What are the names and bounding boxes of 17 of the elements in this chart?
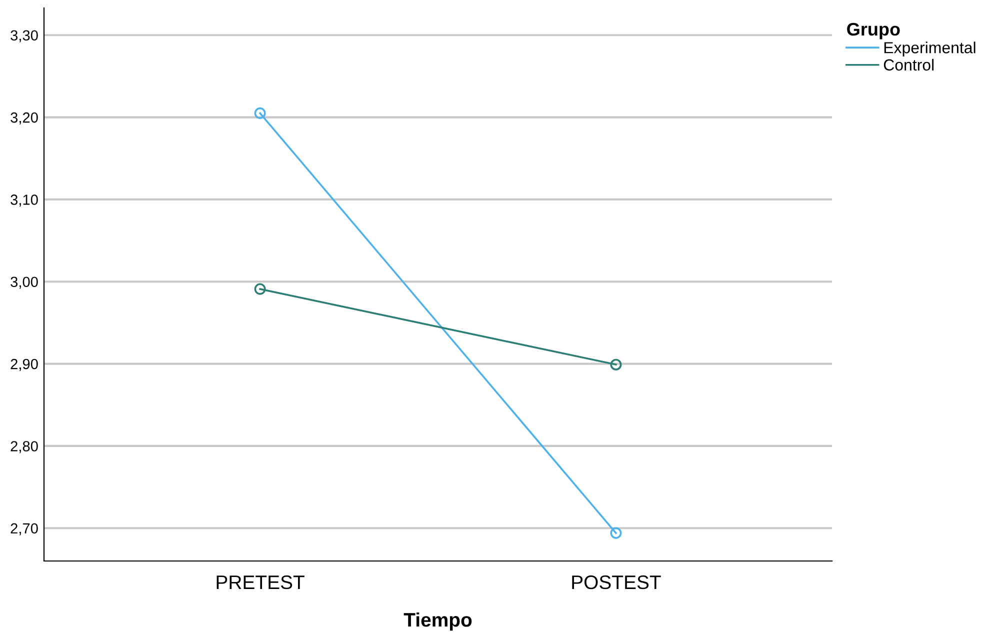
y-tick-label: 3,10 — [10, 194, 38, 207]
y-tick-label: 2,70 — [10, 523, 38, 536]
point — [254, 107, 266, 119]
y-tick-label: 3,00 — [10, 276, 38, 289]
point — [254, 283, 266, 295]
y-tick-label: 3,20 — [10, 112, 38, 124]
legend-label: Control — [884, 58, 934, 71]
y-tick-label: 2,90 — [10, 358, 38, 371]
point — [610, 527, 622, 539]
y-tick-label: 2,80 — [10, 441, 38, 454]
x-axis-title: Tiempo — [404, 612, 472, 631]
x-tick-label: PRETEST — [216, 575, 304, 590]
x-tick-label: POSTEST — [572, 575, 661, 590]
point — [610, 358, 622, 370]
legend-label: Experimental — [884, 42, 976, 56]
legend-title: Grupo — [847, 22, 900, 40]
y-tick-label: 3,30 — [10, 30, 38, 42]
